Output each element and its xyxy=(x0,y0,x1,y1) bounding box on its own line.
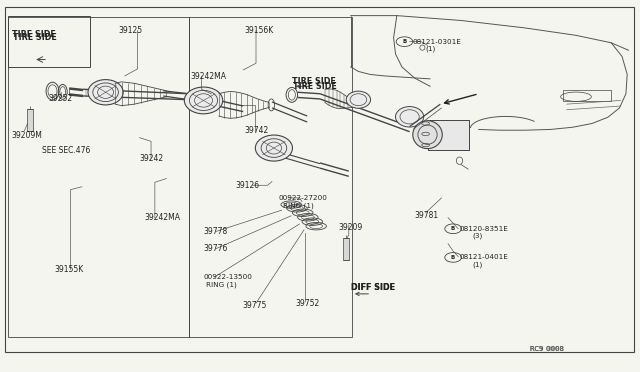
Text: 39742: 39742 xyxy=(244,126,269,135)
Text: (3): (3) xyxy=(472,233,483,240)
Text: 39209M: 39209M xyxy=(12,131,42,140)
Ellipse shape xyxy=(184,87,223,114)
Text: 39776: 39776 xyxy=(204,244,228,253)
Text: 39156K: 39156K xyxy=(244,26,274,35)
Text: RING (1): RING (1) xyxy=(206,281,237,288)
Ellipse shape xyxy=(346,91,371,108)
Ellipse shape xyxy=(88,80,124,105)
Bar xyxy=(8,17,189,337)
Text: 39242: 39242 xyxy=(140,154,164,163)
Text: 39209: 39209 xyxy=(338,223,362,232)
Text: TIRE SIDE: TIRE SIDE xyxy=(12,30,55,39)
Ellipse shape xyxy=(413,121,442,149)
Text: 39752: 39752 xyxy=(296,299,320,308)
Text: 00922-27200: 00922-27200 xyxy=(278,195,327,201)
Text: 39242MA: 39242MA xyxy=(144,213,180,222)
Text: 39778: 39778 xyxy=(204,227,228,236)
Bar xyxy=(563,90,611,101)
Bar xyxy=(189,17,352,337)
Text: DIFF SIDE: DIFF SIDE xyxy=(351,283,395,292)
Text: 39775: 39775 xyxy=(242,301,266,310)
Text: 39242MA: 39242MA xyxy=(190,72,226,81)
Bar xyxy=(428,120,469,150)
Text: DIFF SIDE: DIFF SIDE xyxy=(351,283,395,292)
Bar xyxy=(27,109,33,131)
Text: B: B xyxy=(403,39,406,44)
Text: B: B xyxy=(451,255,455,260)
Text: 00922-13500: 00922-13500 xyxy=(204,274,252,280)
Text: B: B xyxy=(451,226,455,231)
Ellipse shape xyxy=(255,135,292,161)
Text: RING (1): RING (1) xyxy=(283,202,314,209)
Text: (1): (1) xyxy=(472,262,483,268)
Text: 08121-0401E: 08121-0401E xyxy=(460,254,508,260)
Text: 39252: 39252 xyxy=(48,94,72,103)
Text: TIRE SIDE: TIRE SIDE xyxy=(293,82,337,91)
Text: RC9 0008: RC9 0008 xyxy=(530,346,564,352)
Text: 39781: 39781 xyxy=(415,211,439,219)
Text: TIRE SIDE: TIRE SIDE xyxy=(13,33,56,42)
Ellipse shape xyxy=(396,106,424,127)
Text: 39126: 39126 xyxy=(236,181,260,190)
Text: 08121-0301E: 08121-0301E xyxy=(413,39,461,45)
Text: 39125: 39125 xyxy=(118,26,143,35)
Text: RC9 0008: RC9 0008 xyxy=(530,346,564,352)
Bar xyxy=(428,120,469,150)
Text: (1): (1) xyxy=(426,46,436,52)
Text: 08120-8351E: 08120-8351E xyxy=(460,226,508,232)
Text: 39155K: 39155K xyxy=(54,265,84,274)
Text: TIRE SIDE: TIRE SIDE xyxy=(292,77,335,86)
Bar xyxy=(8,16,90,67)
Bar xyxy=(343,238,349,260)
Text: SEE SEC.476: SEE SEC.476 xyxy=(42,146,90,155)
